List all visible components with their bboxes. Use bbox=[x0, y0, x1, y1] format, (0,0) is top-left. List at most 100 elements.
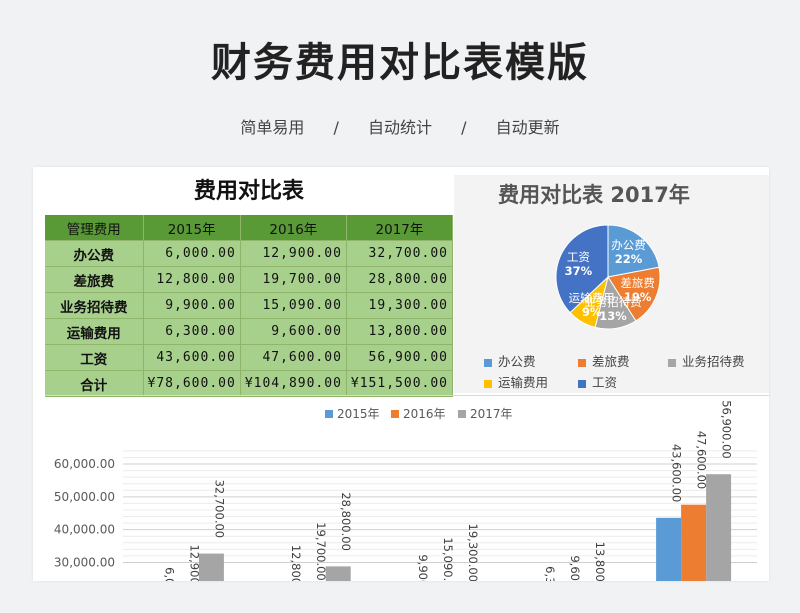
cell-2016: ¥104,890.00 bbox=[240, 370, 347, 397]
legend-swatch bbox=[484, 379, 492, 388]
cell-2017: 19,300.00 bbox=[346, 292, 454, 319]
page-title: 财务费用对比表模版 bbox=[211, 40, 589, 86]
tag-easy: 简单易用 bbox=[240, 118, 305, 137]
legend-item: 办公费 bbox=[484, 351, 536, 370]
bar-value-label: 9,900.00 bbox=[416, 554, 430, 581]
table-row: 办公费 6,000.00 12,900.00 32,700.00 bbox=[45, 240, 454, 267]
spreadsheet-preview: 费用对比表 管理费用 2015年 2016年 2017年 办公费 6,000.0… bbox=[33, 167, 769, 581]
legend-item: 工资 bbox=[578, 372, 617, 391]
bar-value-label: 19,300.00 bbox=[466, 524, 480, 581]
pie-category-label: 差旅费 bbox=[620, 276, 655, 290]
pie-value-label: 13% bbox=[599, 309, 627, 323]
legend-swatch bbox=[578, 379, 586, 388]
tag-auto-stats: 自动统计 bbox=[367, 118, 432, 137]
legend-swatch bbox=[484, 358, 492, 367]
table-total-row: 合计 ¥78,600.00 ¥104,890.00 ¥151,500.00 bbox=[45, 370, 454, 397]
cell-2017: 32,700.00 bbox=[346, 240, 454, 267]
bar-value-label: 43,600.00 bbox=[670, 444, 684, 503]
legend-label: 运输费用 bbox=[498, 375, 549, 390]
cell-2015: ¥78,600.00 bbox=[143, 370, 241, 397]
pie-value-label: 37% bbox=[565, 264, 593, 278]
bar-value-label: 32,700.00 bbox=[212, 480, 226, 539]
bar-value-label: 15,090.00 bbox=[441, 537, 455, 581]
bar bbox=[325, 566, 351, 581]
y-tick-label: 60,000.00 bbox=[54, 457, 115, 471]
legend-item: 运输费用 bbox=[484, 372, 548, 391]
row-label: 业务招待费 bbox=[45, 292, 144, 319]
cell-2015: 9,900.00 bbox=[143, 292, 241, 319]
row-label: 差旅费 bbox=[45, 266, 144, 293]
bar-value-label: 19,700.00 bbox=[314, 522, 328, 581]
pie-slice bbox=[607, 266, 661, 322]
pie-value-label: 9% bbox=[582, 305, 602, 319]
cell-2015: 6,000.00 bbox=[143, 240, 241, 267]
cell-2016: 47,600.00 bbox=[240, 344, 347, 371]
row-label: 办公费 bbox=[45, 240, 144, 267]
cell-2017: 56,900.00 bbox=[346, 344, 454, 371]
expense-table: 管理费用 2015年 2016年 2017年 办公费 6,000.00 12,9… bbox=[45, 215, 454, 397]
table-title: 费用对比表 bbox=[193, 179, 304, 204]
tag-separator: / bbox=[461, 118, 467, 137]
row-label: 合计 bbox=[45, 370, 144, 397]
pie-category-label: 办公费 bbox=[611, 238, 646, 252]
cell-2016: 9,600.00 bbox=[240, 318, 347, 345]
y-tick-label: 30,000.00 bbox=[54, 555, 115, 569]
bar-value-label: 47,600.00 bbox=[695, 431, 709, 490]
feature-tags: 简单易用 / 自动统计 / 自动更新 bbox=[0, 114, 800, 138]
legend-label: 工资 bbox=[592, 375, 618, 390]
cell-2015: 12,800.00 bbox=[143, 266, 241, 293]
legend-label: 2015年 bbox=[337, 407, 380, 421]
bar bbox=[706, 474, 732, 581]
table-row: 工资 43,600.00 47,600.00 56,900.00 bbox=[45, 344, 454, 371]
legend-label: 办公费 bbox=[498, 354, 536, 369]
column-header: 2015年 bbox=[143, 215, 241, 241]
legend-swatch bbox=[458, 410, 466, 418]
bar bbox=[656, 517, 682, 581]
pie-chart-panel: 费用对比表 2017年 办公费 22% 差旅费 19% 业务招待费 13% 运输费用 9% 工资… bbox=[454, 175, 769, 393]
bar-value-label: 28,800.00 bbox=[339, 492, 353, 551]
table-header-row: 管理费用 2015年 2016年 2017年 bbox=[45, 215, 454, 241]
column-header: 2016年 bbox=[240, 215, 347, 241]
cell-2016: 12,900.00 bbox=[240, 240, 347, 267]
bar-value-label: 6,000.00 bbox=[162, 567, 176, 581]
divider bbox=[45, 395, 769, 396]
bar-chart: 30,000.00 40,000.00 50,000.00 60,000.00 2015… bbox=[54, 400, 757, 581]
y-tick-label: 50,000.00 bbox=[54, 490, 115, 504]
legend-swatch bbox=[391, 410, 399, 418]
bar-value-label: 9,600.00 bbox=[568, 555, 582, 581]
tag-auto-update: 自动更新 bbox=[495, 118, 560, 137]
pie-chart-title: 费用对比表 2017年 bbox=[498, 183, 690, 207]
tag-separator: / bbox=[333, 118, 339, 137]
bar-value-label: 13,800.00 bbox=[593, 542, 607, 581]
pie-value-label: 22% bbox=[615, 252, 643, 266]
legend-swatch bbox=[325, 410, 333, 418]
column-header: 2017年 bbox=[346, 215, 454, 241]
legend-item: 业务招待费 bbox=[668, 351, 745, 370]
pie-slice bbox=[555, 224, 609, 314]
legend-swatch bbox=[668, 358, 676, 367]
table-row: 运输费用 6,300.00 9,600.00 13,800.00 bbox=[45, 318, 454, 345]
bar-value-label: 12,900.00 bbox=[187, 545, 201, 581]
bar-value-label: 12,800.00 bbox=[289, 545, 303, 581]
legend-label: 2016年 bbox=[403, 407, 446, 421]
bar bbox=[198, 553, 224, 581]
column-header: 管理费用 bbox=[45, 215, 144, 241]
legend-label: 业务招待费 bbox=[682, 354, 745, 369]
bar bbox=[681, 504, 707, 581]
row-label: 运输费用 bbox=[45, 318, 144, 345]
legend-label: 差旅费 bbox=[592, 354, 630, 369]
pie-category-label: 业务招待费 bbox=[584, 295, 642, 309]
bar-value-label: 56,900.00 bbox=[720, 400, 734, 459]
pie-slice bbox=[607, 224, 660, 278]
pie-value-label: 19% bbox=[624, 290, 652, 304]
legend-swatch bbox=[578, 358, 586, 367]
row-label: 工资 bbox=[45, 344, 144, 371]
legend-label: 2017年 bbox=[470, 407, 513, 421]
y-tick-label: 40,000.00 bbox=[54, 523, 115, 537]
cell-2017: ¥151,500.00 bbox=[346, 370, 454, 397]
cell-2015: 6,300.00 bbox=[143, 318, 241, 345]
cell-2015: 43,600.00 bbox=[143, 344, 241, 371]
legend-item: 差旅费 bbox=[578, 351, 630, 370]
cell-2016: 19,700.00 bbox=[240, 266, 347, 293]
